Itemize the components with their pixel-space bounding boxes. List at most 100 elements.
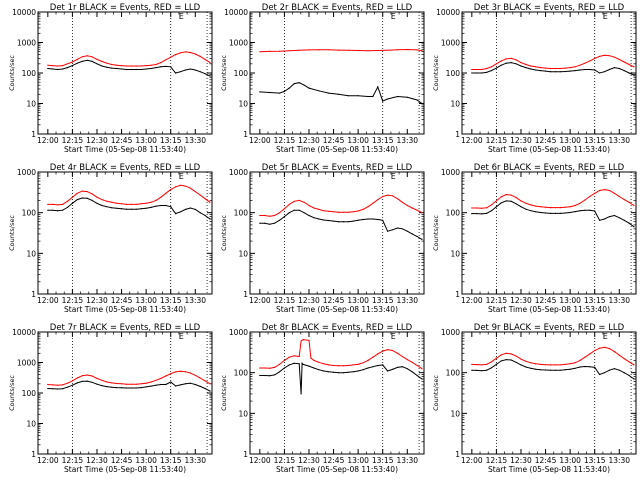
series-line-lld: [259, 48, 423, 53]
data-point: [86, 374, 88, 376]
data-point: [530, 65, 532, 67]
y-tick-label: 100: [22, 209, 37, 218]
data-point: [96, 58, 98, 61]
y-tick-label: 1000: [229, 39, 248, 48]
x-tick-label: 12:30: [298, 296, 320, 305]
plot-frame: [37, 171, 213, 295]
data-point: [81, 197, 83, 199]
y-tick-label: 1: [455, 130, 460, 139]
data-point: [288, 212, 290, 214]
y-axis-label: Counts/sec: [8, 215, 16, 251]
data-point: [525, 366, 527, 368]
data-point: [130, 65, 132, 67]
data-point: [52, 388, 54, 390]
data-point: [396, 352, 399, 354]
data-point: [554, 67, 557, 70]
data-point: [91, 60, 93, 63]
data-point: [150, 381, 152, 383]
x-tick-label: 12:15: [274, 456, 296, 465]
data-point: [293, 362, 295, 364]
x-tick-label: 12:45: [323, 136, 345, 145]
data-point: [486, 71, 488, 73]
data-point: [579, 366, 581, 368]
y-tick-label: 1: [243, 290, 248, 299]
marker-label: E: [179, 12, 184, 21]
x-tick-label: 12:00: [37, 136, 59, 145]
data-point: [377, 218, 379, 221]
data-point: [515, 361, 517, 363]
data-point: [209, 390, 211, 392]
x-tick-label: 13:15: [584, 296, 606, 305]
data-point: [66, 200, 69, 202]
data-point: [71, 61, 73, 63]
data-point: [204, 214, 206, 217]
data-point: [505, 193, 507, 196]
data-point: [293, 355, 295, 357]
data-point: [406, 230, 408, 232]
panel-title: Det 4r BLACK = Events, RED = LLD: [50, 163, 201, 173]
data-point: [47, 67, 49, 70]
data-point: [623, 61, 625, 63]
data-point: [259, 222, 261, 224]
data-point: [199, 212, 201, 214]
data-point: [495, 63, 497, 65]
data-point: [564, 363, 566, 365]
data-point: [495, 67, 497, 69]
data-point: [308, 49, 310, 51]
data-point: [194, 374, 196, 376]
series-line-lld: [47, 370, 211, 386]
data-point: [401, 201, 403, 203]
data-point: [481, 68, 483, 71]
series-line-events: [259, 209, 423, 240]
data-point: [406, 204, 408, 207]
series-line-lld: [259, 339, 423, 370]
data-point: [308, 214, 310, 217]
data-point: [283, 90, 285, 92]
data-point: [165, 204, 167, 207]
data-point: [199, 377, 201, 379]
data-point: [372, 366, 374, 368]
x-tick-label: 12:30: [510, 136, 532, 145]
data-point: [333, 220, 335, 222]
x-tick-label: 12:30: [86, 136, 108, 145]
data-point: [396, 198, 399, 200]
data-point: [66, 386, 69, 388]
data-point: [66, 67, 69, 69]
data-point: [520, 364, 522, 366]
data-point: [125, 65, 128, 67]
data-point: [545, 369, 547, 371]
data-point: [387, 98, 389, 100]
data-point: [387, 349, 389, 351]
series-line-events: [471, 200, 635, 228]
data-point: [288, 364, 290, 366]
data-point: [421, 238, 423, 240]
data-point: [318, 361, 320, 363]
data-point: [135, 65, 137, 67]
y-tick-label: 1000: [229, 168, 248, 177]
data-point: [505, 58, 507, 60]
data-point: [401, 228, 403, 230]
y-tick-label: 10000: [436, 8, 460, 17]
data-point: [76, 377, 78, 379]
data-point: [96, 63, 98, 65]
data-point: [130, 387, 132, 389]
data-point: [396, 366, 399, 368]
data-point: [525, 208, 527, 210]
data-point: [486, 212, 488, 214]
data-point: [283, 216, 285, 218]
data-point: [476, 369, 478, 371]
y-tick-label: 100: [22, 69, 37, 78]
data-point: [145, 207, 147, 209]
x-axis-label: Start Time (05-Sep-08 11:53:40): [488, 305, 610, 314]
data-point: [471, 363, 473, 365]
data-point: [535, 69, 537, 71]
data-point: [505, 352, 507, 354]
data-point: [391, 195, 394, 197]
data-point: [62, 68, 64, 70]
data-point: [387, 230, 389, 232]
panel-det-3: Det 3r BLACK = Events, RED = LLD 1 10 100 10…: [432, 3, 637, 154]
data-point: [500, 202, 502, 204]
y-tick-label: 1000: [17, 39, 36, 48]
x-tick-label: 12:30: [298, 136, 320, 145]
data-point: [411, 233, 413, 235]
